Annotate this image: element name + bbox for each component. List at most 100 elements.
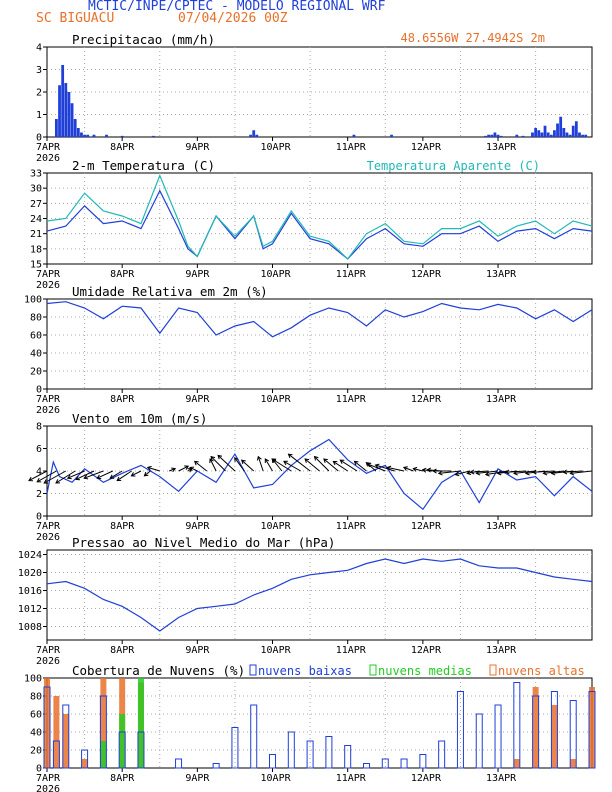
y-tick-label: 40 bbox=[30, 349, 42, 360]
page-title: MCTIC/INPE/CPTEC - MODELO REGIONAL WRF bbox=[88, 0, 386, 14]
x-tick-label: 12APR bbox=[411, 142, 442, 153]
wind-vector bbox=[455, 470, 470, 476]
precip-bar bbox=[61, 65, 65, 137]
x-year-label: 2026 bbox=[36, 280, 60, 291]
x-tick-label: 10APR bbox=[261, 773, 292, 784]
wind-vector bbox=[84, 470, 104, 479]
wind-vector bbox=[28, 470, 48, 482]
wind-vector bbox=[470, 470, 489, 473]
x-tick-label: 13APR bbox=[486, 142, 517, 153]
wind-vector-head bbox=[55, 479, 61, 484]
precip-bar bbox=[92, 134, 96, 137]
chart-title: Vento em 10m (m/s) bbox=[72, 411, 207, 426]
chart-title: Precipitacao (mm/h) bbox=[72, 32, 215, 47]
precip-bar bbox=[86, 134, 90, 137]
wind-vector bbox=[168, 468, 176, 472]
wind-vector bbox=[257, 456, 264, 472]
wind-vector bbox=[323, 458, 339, 472]
cloud-bar-baixas bbox=[344, 745, 352, 769]
wind-vector-head bbox=[171, 467, 177, 473]
wind-vector-head bbox=[313, 455, 319, 461]
wind-vector-head bbox=[193, 460, 199, 466]
cloud-bar-altas bbox=[551, 705, 558, 768]
wind-vector bbox=[314, 456, 330, 472]
chart-title: Umidade Relativa em 2m (%) bbox=[72, 284, 268, 299]
x-tick-label: 11APR bbox=[336, 142, 367, 153]
legend-swatch bbox=[489, 664, 497, 676]
cloud-bar-baixas bbox=[250, 704, 258, 769]
cloud-bar-baixas bbox=[212, 763, 220, 769]
cloud-bar-baixas bbox=[137, 731, 145, 769]
wind-vector bbox=[36, 470, 57, 483]
cloud-bar-baixas bbox=[269, 754, 277, 769]
wind-vector-head bbox=[402, 466, 408, 471]
x-tick-label: 9APR bbox=[185, 269, 210, 280]
x-tick-label: 13APR bbox=[486, 269, 517, 280]
series-line bbox=[46, 438, 593, 511]
y-tick-label: 0 bbox=[36, 764, 42, 775]
wind-vector-head bbox=[469, 469, 475, 475]
wind-vector bbox=[375, 464, 395, 472]
precip-bar bbox=[352, 134, 356, 137]
legend-label: nuvens baixas bbox=[258, 664, 352, 678]
y-tick-label: 1016 bbox=[18, 586, 42, 597]
wind-vector-head bbox=[96, 474, 102, 480]
precip-bar bbox=[578, 132, 581, 137]
wind-vector bbox=[271, 458, 283, 472]
wind-vector-head bbox=[234, 457, 239, 462]
wind-vector-head bbox=[66, 474, 72, 480]
precip-bar bbox=[487, 134, 491, 137]
wind-vector-head bbox=[496, 470, 502, 476]
x-tick-label: 12APR bbox=[411, 394, 442, 405]
wind-vector bbox=[354, 461, 367, 472]
wind-vector-head bbox=[466, 470, 472, 476]
wind-vector bbox=[109, 470, 123, 479]
wind-vector bbox=[304, 458, 320, 472]
wind-vector-head bbox=[256, 455, 262, 461]
cloud-bar-baixas bbox=[325, 736, 333, 769]
cloud-bar-baixas bbox=[532, 695, 540, 769]
precip-bar bbox=[67, 92, 71, 137]
wind-vector bbox=[209, 458, 217, 472]
y-tick-label: 8 bbox=[36, 422, 42, 433]
wind-vector-head bbox=[287, 453, 293, 459]
y-tick-label: 2 bbox=[36, 489, 42, 500]
x-tick-label: 8APR bbox=[110, 773, 135, 784]
wind-vector-head bbox=[323, 458, 328, 463]
y-tick-label: 21 bbox=[30, 229, 42, 240]
y-tick-label: 0 bbox=[36, 385, 42, 396]
wind-vector-head bbox=[332, 460, 338, 466]
y-tick-label: 1 bbox=[36, 110, 42, 121]
y-tick-label: 4 bbox=[36, 467, 42, 478]
y-tick-label: 1024 bbox=[18, 550, 42, 561]
y-tick-label: 15 bbox=[30, 260, 42, 271]
y-tick-label: 100 bbox=[24, 295, 42, 306]
precip-bar bbox=[64, 83, 68, 137]
precip-bar bbox=[562, 128, 566, 137]
wind-vector-head bbox=[75, 475, 81, 481]
precip-bar bbox=[537, 130, 541, 137]
y-tick-label: 27 bbox=[30, 199, 42, 210]
x-tick-label: 13APR bbox=[486, 645, 517, 656]
x-year-label: 2026 bbox=[36, 532, 60, 543]
y-tick-label: 6 bbox=[36, 444, 42, 455]
cloud-bar-baixas bbox=[419, 754, 427, 769]
precip-bar bbox=[255, 134, 259, 137]
legend-swatch bbox=[249, 664, 257, 676]
wind-vector-head bbox=[562, 469, 568, 475]
precip-bar bbox=[484, 135, 487, 137]
wind-vector-head bbox=[542, 470, 548, 476]
y-tick-label: 20 bbox=[30, 367, 42, 378]
precip-bar bbox=[58, 85, 61, 137]
cloud-bar-baixas bbox=[475, 713, 483, 769]
wind-vector bbox=[147, 466, 160, 472]
y-tick-label: 30 bbox=[30, 184, 42, 195]
wind-vector bbox=[264, 458, 273, 472]
y-tick-label: 20 bbox=[30, 746, 42, 757]
x-tick-label: 9APR bbox=[185, 142, 210, 153]
x-tick-label: 11APR bbox=[336, 269, 367, 280]
x-tick-label: 12APR bbox=[411, 773, 442, 784]
cloud-bar-altas bbox=[589, 687, 595, 768]
wind-vector bbox=[485, 470, 508, 476]
cloud-bar-baixas bbox=[287, 731, 295, 769]
